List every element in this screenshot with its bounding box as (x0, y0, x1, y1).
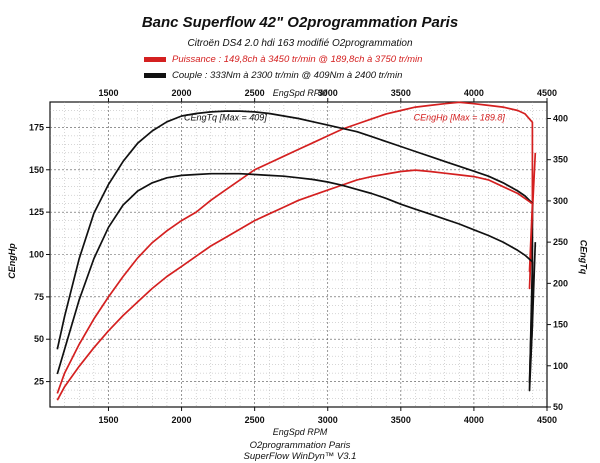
series-line-cenghp-stock (56, 169, 534, 401)
annotation-1: CEngHp [Max = 189.8] (414, 113, 506, 123)
x-tick-label-bottom: 3500 (391, 415, 411, 425)
grid-lines (50, 102, 547, 407)
x-ticks: 1500 1500 2000 2000 2500 2500 3000 3000 3500 3500… (98, 88, 557, 425)
legend-text-couple: Couple : 333Nm à 2300 tr/min @ 409Nm à 2… (172, 70, 403, 81)
annotations: CEngTq [Max = 409] CEngHp [Max = 189.8] (184, 113, 505, 123)
y-left-tick-label: 25 (34, 377, 44, 387)
y-left-tick-label: 50 (34, 334, 44, 344)
chart-subtitle: Citroën DS4 2.0 hdi 163 modifié O2progra… (187, 38, 413, 49)
y-left-tick-label: 125 (29, 207, 44, 217)
x-tick-label-top: 1500 (98, 88, 118, 98)
x-tick-label-top: 3500 (391, 88, 411, 98)
annotation-0: CEngTq [Max = 409] (184, 113, 267, 123)
x-tick-label-bottom: 2500 (245, 415, 265, 425)
x-tick-label-bottom: 4000 (464, 415, 484, 425)
x-tick-label-bottom: 1500 (98, 415, 118, 425)
x-tick-label-top: 3000 (318, 88, 338, 98)
y-right-tick-label: 100 (553, 361, 568, 371)
footer-line-2: SuperFlow WinDyn™ V3.1 (243, 451, 357, 462)
x-tick-label-bottom: 3000 (318, 415, 338, 425)
y-left-tick-label: 150 (29, 165, 44, 175)
y-left-tick-label: 100 (29, 250, 44, 260)
x-axis-label-top: EngSpd RPM (272, 88, 328, 98)
legend-swatch-puissance (144, 57, 166, 62)
y-left-tick-label: 75 (34, 292, 44, 302)
y-right-tick-label: 350 (553, 155, 568, 165)
series-line-cengtq-stock (56, 172, 534, 392)
y-left-tick-label: 175 (29, 122, 44, 132)
x-tick-label-bottom: 2000 (172, 415, 192, 425)
y-right-tick-label: 300 (553, 196, 568, 206)
series-line-cenghp-modified (56, 101, 537, 394)
legend-text-puissance: Puissance : 149,8ch à 3450 tr/min @ 189,… (172, 54, 423, 65)
series-lines (56, 101, 537, 401)
y-right-tick-label: 150 (553, 320, 568, 330)
footer-line-1: O2programmation Paris (249, 440, 351, 451)
y-right-tick-label: 50 (553, 402, 563, 412)
y-right-tick-label: 250 (553, 237, 568, 247)
series-line-cengtq-modified (56, 110, 537, 384)
x-tick-label-bottom: 4500 (537, 415, 557, 425)
x-tick-label-top: 2000 (172, 88, 192, 98)
legend-swatch-couple (144, 73, 166, 78)
x-axis-label-bottom: EngSpd RPM (272, 427, 328, 437)
y-right-tick-label: 400 (553, 113, 568, 123)
y-ticks: 25 50 75 100 125 150 175 50 100 150 200 250 300 350 40… (29, 113, 568, 412)
x-tick-label-top: 4000 (464, 88, 484, 98)
x-tick-label-top: 4500 (537, 88, 557, 98)
x-tick-label-top: 2500 (245, 88, 265, 98)
y-right-tick-label: 200 (553, 278, 568, 288)
chart-title: Banc Superflow 42" O2programmation Paris (141, 14, 459, 31)
